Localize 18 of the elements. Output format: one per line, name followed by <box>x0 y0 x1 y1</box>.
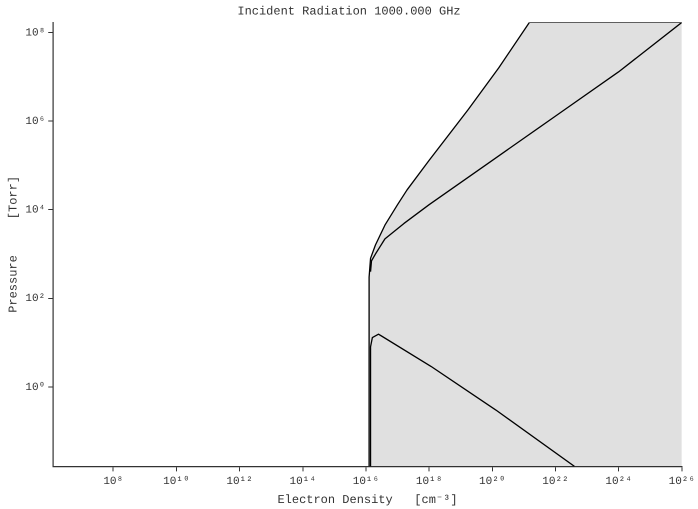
x-tick-label: 10²⁴ <box>605 476 632 488</box>
y-tick-label: 10² <box>25 293 46 306</box>
x-tick-label: 10²⁰ <box>479 474 506 488</box>
x-axis-title: Electron Density [cm⁻³] <box>277 492 458 507</box>
x-tick-label: 10¹⁰ <box>163 474 190 488</box>
y-tick-label: 10⁸ <box>25 28 46 40</box>
x-tick-label: 10⁸ <box>103 476 124 488</box>
y-axis-title: Pressure [Torr] <box>6 176 20 313</box>
x-tick-label: 10²⁶ <box>668 476 695 488</box>
chart-title: Incident Radiation 1000.000 GHz <box>237 4 461 18</box>
x-tick-label: 10¹⁸ <box>416 476 442 488</box>
x-tick-label: 10¹² <box>226 476 253 488</box>
y-tick-label: 10⁴ <box>25 204 46 217</box>
x-tick-label: 10¹⁶ <box>352 476 380 488</box>
x-tick-label: 10¹⁴ <box>290 476 316 488</box>
y-tick-label: 10⁰ <box>25 380 46 394</box>
x-tick-label: 10²² <box>542 476 569 488</box>
y-tick-label: 10⁶ <box>25 116 46 128</box>
